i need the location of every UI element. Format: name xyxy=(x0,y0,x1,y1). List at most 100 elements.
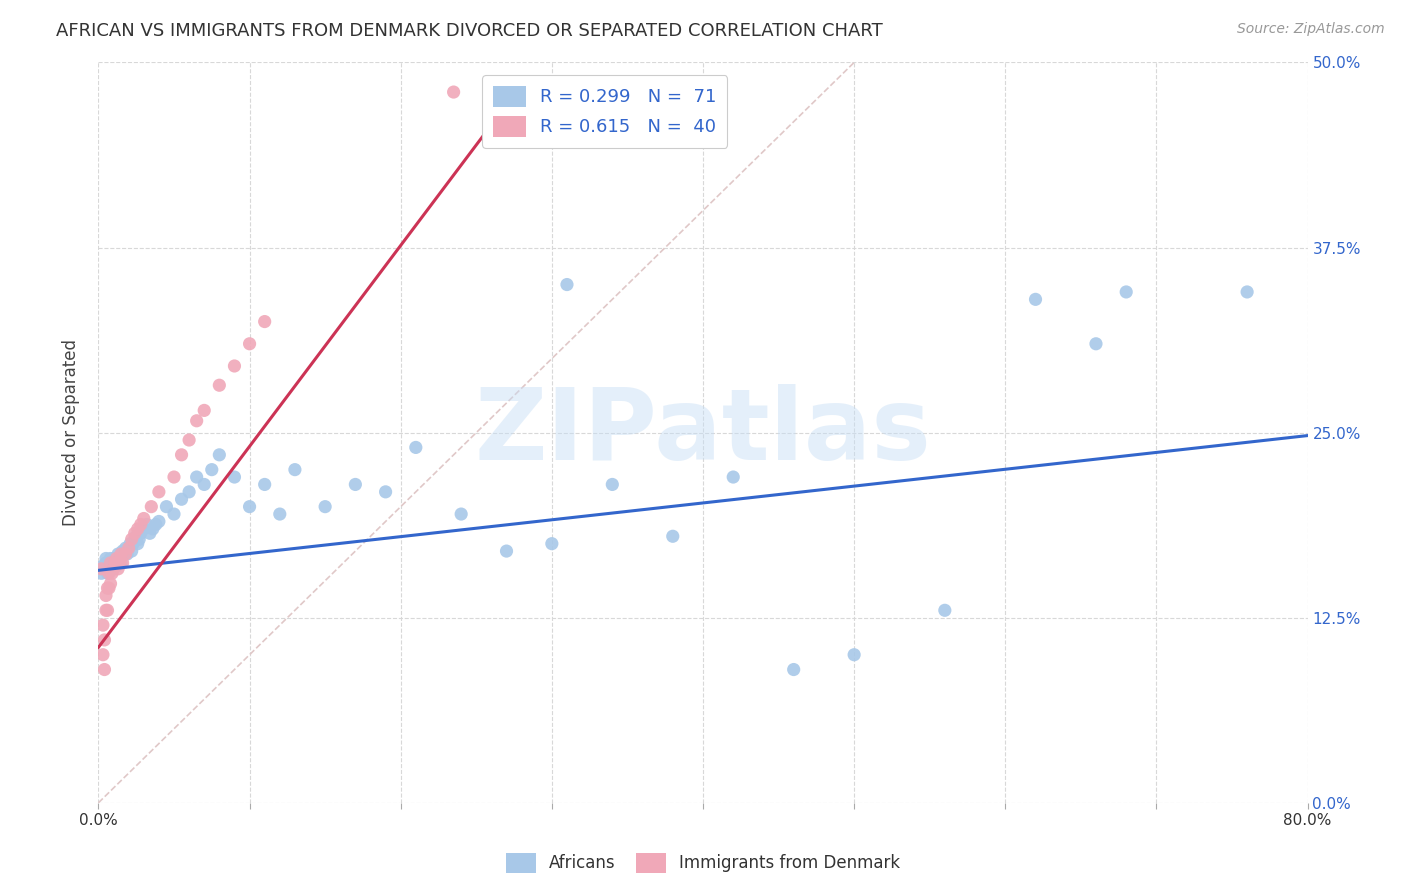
Point xyxy=(179,484,201,499)
Point xyxy=(145,517,167,532)
Point xyxy=(128,533,150,547)
Point xyxy=(344,477,367,491)
Point xyxy=(129,517,152,532)
Point xyxy=(101,556,124,570)
Point xyxy=(1115,285,1137,299)
Point xyxy=(104,556,127,570)
Point xyxy=(269,507,291,521)
Point xyxy=(98,581,121,595)
Point xyxy=(91,618,114,632)
Point xyxy=(208,448,231,462)
Point xyxy=(96,581,118,595)
Point xyxy=(844,648,866,662)
Legend: R = 0.299   N =  71, R = 0.615   N =  40: R = 0.299 N = 71, R = 0.615 N = 40 xyxy=(482,75,727,147)
Point xyxy=(90,566,112,581)
Point xyxy=(239,336,262,351)
Point xyxy=(1024,293,1046,307)
Point xyxy=(100,556,122,570)
Point xyxy=(1236,285,1258,299)
Point xyxy=(540,536,562,550)
Point xyxy=(110,547,132,561)
Point xyxy=(129,526,152,541)
Point xyxy=(114,541,136,555)
Point xyxy=(141,500,163,514)
Point xyxy=(110,556,132,570)
Point xyxy=(208,378,231,392)
Point xyxy=(148,515,170,529)
Point xyxy=(495,544,517,558)
Point xyxy=(103,554,125,568)
Point xyxy=(253,314,276,328)
Point xyxy=(100,556,122,570)
Point xyxy=(98,566,121,581)
Point xyxy=(108,551,131,566)
Point xyxy=(93,562,115,576)
Point xyxy=(405,441,427,455)
Point xyxy=(101,562,124,576)
Point xyxy=(253,477,276,491)
Point xyxy=(107,547,129,561)
Point xyxy=(111,544,134,558)
Point xyxy=(121,544,143,558)
Point xyxy=(103,562,125,576)
Point xyxy=(163,507,186,521)
Point xyxy=(148,484,170,499)
Point xyxy=(125,529,148,543)
Point xyxy=(121,533,143,547)
Point xyxy=(284,462,307,476)
Text: Source: ZipAtlas.com: Source: ZipAtlas.com xyxy=(1237,22,1385,37)
Point xyxy=(105,558,128,573)
Text: AFRICAN VS IMMIGRANTS FROM DENMARK DIVORCED OR SEPARATED CORRELATION CHART: AFRICAN VS IMMIGRANTS FROM DENMARK DIVOR… xyxy=(56,22,883,40)
Point xyxy=(124,526,146,541)
Point xyxy=(114,547,136,561)
Point xyxy=(127,522,149,536)
Point xyxy=(110,547,132,561)
Point xyxy=(193,477,215,491)
Point xyxy=(124,533,146,547)
Point xyxy=(122,536,145,550)
Point xyxy=(139,526,162,541)
Point xyxy=(112,547,135,561)
Point xyxy=(239,500,262,514)
Point xyxy=(105,551,128,566)
Point xyxy=(104,551,127,566)
Point xyxy=(186,414,208,428)
Point xyxy=(104,556,127,570)
Point xyxy=(90,562,112,576)
Point xyxy=(201,462,224,476)
Point xyxy=(723,470,745,484)
Point xyxy=(314,500,336,514)
Legend: Africans, Immigrants from Denmark: Africans, Immigrants from Denmark xyxy=(499,847,907,880)
Point xyxy=(101,566,124,581)
Point xyxy=(108,556,131,570)
Point xyxy=(118,541,141,555)
Point xyxy=(374,484,396,499)
Point xyxy=(94,551,117,566)
Point xyxy=(155,500,177,514)
Point xyxy=(94,556,117,570)
Point xyxy=(555,277,578,292)
Point xyxy=(96,603,118,617)
Point xyxy=(661,529,683,543)
Point xyxy=(224,359,246,373)
Point xyxy=(179,433,201,447)
Point xyxy=(107,556,129,570)
Point xyxy=(91,558,114,573)
Point xyxy=(132,522,155,536)
Point xyxy=(193,403,215,417)
Point xyxy=(94,589,117,603)
Point xyxy=(120,536,142,550)
Point xyxy=(96,562,118,576)
Point xyxy=(93,632,115,647)
Point xyxy=(118,541,141,555)
Point xyxy=(132,511,155,525)
Point xyxy=(783,663,806,677)
Point xyxy=(135,517,157,532)
Point xyxy=(107,562,129,576)
Point xyxy=(186,470,208,484)
Point xyxy=(127,536,149,550)
Point xyxy=(94,603,117,617)
Point xyxy=(98,558,121,573)
Point xyxy=(450,507,472,521)
Point xyxy=(105,551,128,566)
